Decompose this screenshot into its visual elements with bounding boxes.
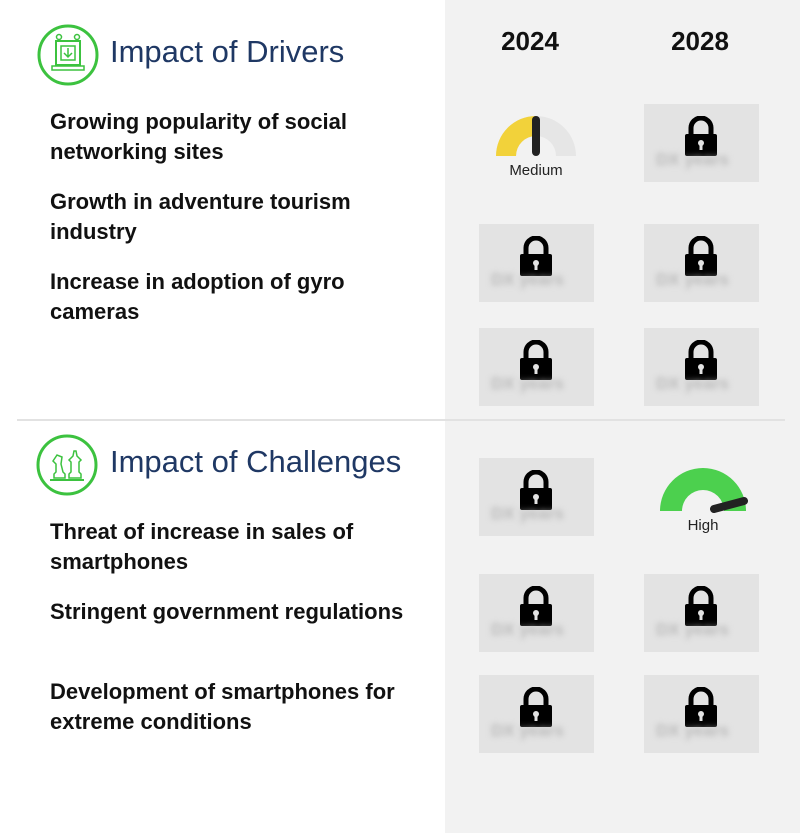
gauge-label: Medium xyxy=(509,162,563,179)
locked-cell[interactable]: DX years xyxy=(644,224,759,302)
impact-gauge-high: High xyxy=(656,465,750,537)
impact-gauge-medium: Medium xyxy=(490,112,582,182)
drivers-icon xyxy=(37,24,99,91)
locked-placeholder: DX years xyxy=(656,270,729,289)
locked-cell[interactable]: DX years xyxy=(479,458,594,536)
locked-cell[interactable]: DX years xyxy=(644,104,759,182)
driver-item: Increase in adoption of gyro cameras xyxy=(50,269,345,324)
locked-placeholder: DX years xyxy=(491,270,564,289)
gauge-label: High xyxy=(687,517,719,534)
locked-placeholder: DX years xyxy=(491,374,564,393)
locked-placeholder: DX years xyxy=(491,504,564,523)
locked-cell[interactable]: DX years xyxy=(479,574,594,652)
locked-cell[interactable]: DX years xyxy=(479,224,594,302)
driver-item: Growing popularity of social networking … xyxy=(50,109,348,164)
locked-cell[interactable]: DX years xyxy=(479,328,594,406)
driver-item: Growth in adventure tourism industry xyxy=(50,189,351,244)
challenge-item: Threat of increase in sales of smartphon… xyxy=(50,519,354,574)
challenges-icon xyxy=(36,434,98,501)
locked-placeholder: DX years xyxy=(656,620,729,639)
locked-cell[interactable]: DX years xyxy=(479,675,594,753)
locked-placeholder: DX years xyxy=(491,620,564,639)
locked-cell[interactable]: DX years xyxy=(644,675,759,753)
locked-placeholder: DX years xyxy=(656,150,729,169)
section-divider xyxy=(17,419,785,421)
challenge-item: Stringent government regulations xyxy=(50,599,404,624)
year-header-2028: 2028 xyxy=(671,26,729,56)
locked-placeholder: DX years xyxy=(491,721,564,740)
locked-cell[interactable]: DX years xyxy=(644,328,759,406)
locked-placeholder: DX years xyxy=(656,721,729,740)
challenge-item: Development of smartphones for extreme c… xyxy=(50,679,395,734)
challenges-title: Impact of Challenges xyxy=(110,444,402,479)
locked-placeholder: DX years xyxy=(656,374,729,393)
drivers-title: Impact of Drivers xyxy=(110,34,345,69)
locked-cell[interactable]: DX years xyxy=(644,574,759,652)
year-header-2024: 2024 xyxy=(501,26,559,56)
